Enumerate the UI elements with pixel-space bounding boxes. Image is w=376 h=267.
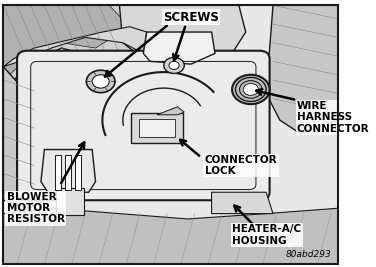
FancyBboxPatch shape — [139, 119, 175, 137]
Polygon shape — [143, 32, 215, 64]
Circle shape — [243, 84, 258, 95]
Circle shape — [164, 57, 184, 73]
Text: CONNECTOR
LOCK: CONNECTOR LOCK — [205, 155, 277, 176]
Polygon shape — [3, 67, 61, 208]
Circle shape — [232, 75, 270, 104]
Polygon shape — [41, 150, 96, 192]
Polygon shape — [3, 5, 338, 264]
Polygon shape — [212, 192, 273, 214]
Polygon shape — [157, 107, 184, 115]
Text: SCREWS: SCREWS — [163, 11, 219, 24]
Polygon shape — [120, 5, 246, 64]
FancyBboxPatch shape — [131, 113, 183, 143]
FancyBboxPatch shape — [55, 155, 61, 190]
FancyBboxPatch shape — [75, 155, 81, 190]
FancyBboxPatch shape — [65, 155, 71, 190]
Text: HEATER-A/C
HOUSING: HEATER-A/C HOUSING — [232, 224, 301, 246]
Text: BLOWER
MOTOR
RESISTOR: BLOWER MOTOR RESISTOR — [7, 192, 65, 225]
Circle shape — [92, 75, 109, 88]
Circle shape — [86, 70, 115, 93]
Text: WIRE
HARNESS
CONNECTOR: WIRE HARNESS CONNECTOR — [297, 101, 370, 134]
FancyBboxPatch shape — [0, 0, 341, 267]
Circle shape — [169, 61, 179, 69]
Polygon shape — [3, 5, 130, 80]
FancyBboxPatch shape — [17, 51, 270, 200]
Polygon shape — [3, 27, 147, 67]
FancyBboxPatch shape — [56, 188, 83, 215]
Polygon shape — [266, 5, 338, 134]
Polygon shape — [3, 5, 171, 93]
Polygon shape — [3, 208, 338, 264]
Text: 80abd293: 80abd293 — [285, 250, 331, 259]
